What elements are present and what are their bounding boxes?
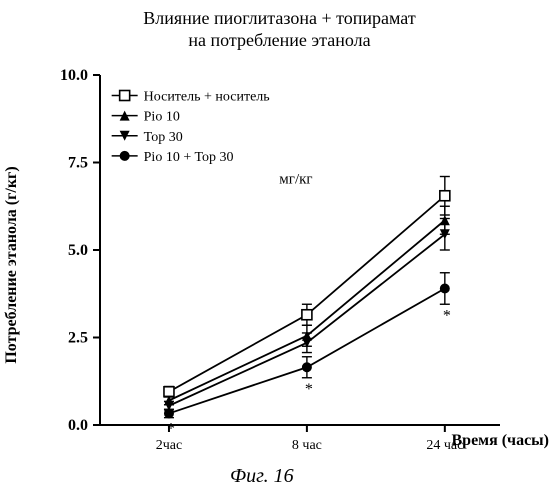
svg-text:*: * bbox=[167, 421, 175, 438]
chart-svg: 0.02.55.07.510.02час8 час24 час***Носите… bbox=[40, 65, 540, 465]
chart-title: Влияние пиоглитазона + топирамат на потр… bbox=[0, 8, 559, 51]
svg-text:Top 30: Top 30 bbox=[144, 130, 183, 145]
svg-text:2час: 2час bbox=[156, 438, 182, 453]
svg-text:Pio 10 + Top 30: Pio 10 + Top 30 bbox=[144, 150, 234, 165]
x-axis-label: Время (часы) bbox=[452, 432, 550, 450]
svg-text:5.0: 5.0 bbox=[68, 242, 88, 259]
svg-text:8 час: 8 час bbox=[292, 438, 322, 453]
svg-text:10.0: 10.0 bbox=[60, 67, 88, 84]
svg-text:2.5: 2.5 bbox=[68, 330, 88, 347]
plot-area: 0.02.55.07.510.02час8 час24 час***Носите… bbox=[40, 65, 540, 465]
svg-text:0.0: 0.0 bbox=[68, 417, 88, 434]
title-line-2: на потребление этанола bbox=[188, 30, 370, 50]
svg-text:Носитель + носитель: Носитель + носитель bbox=[144, 90, 270, 105]
svg-text:*: * bbox=[443, 307, 451, 324]
figure-container: Влияние пиоглитазона + топирамат на потр… bbox=[0, 0, 559, 500]
y-axis-label: Потребление этанола (г/кг) bbox=[3, 166, 21, 363]
figure-caption: Фиг. 16 bbox=[230, 465, 294, 488]
svg-text:мг/кг: мг/кг bbox=[279, 172, 312, 188]
title-line-1: Влияние пиоглитазона + топирамат bbox=[143, 8, 415, 28]
svg-text:7.5: 7.5 bbox=[68, 155, 88, 172]
svg-text:*: * bbox=[305, 381, 313, 398]
svg-text:Pio 10: Pio 10 bbox=[144, 110, 180, 125]
